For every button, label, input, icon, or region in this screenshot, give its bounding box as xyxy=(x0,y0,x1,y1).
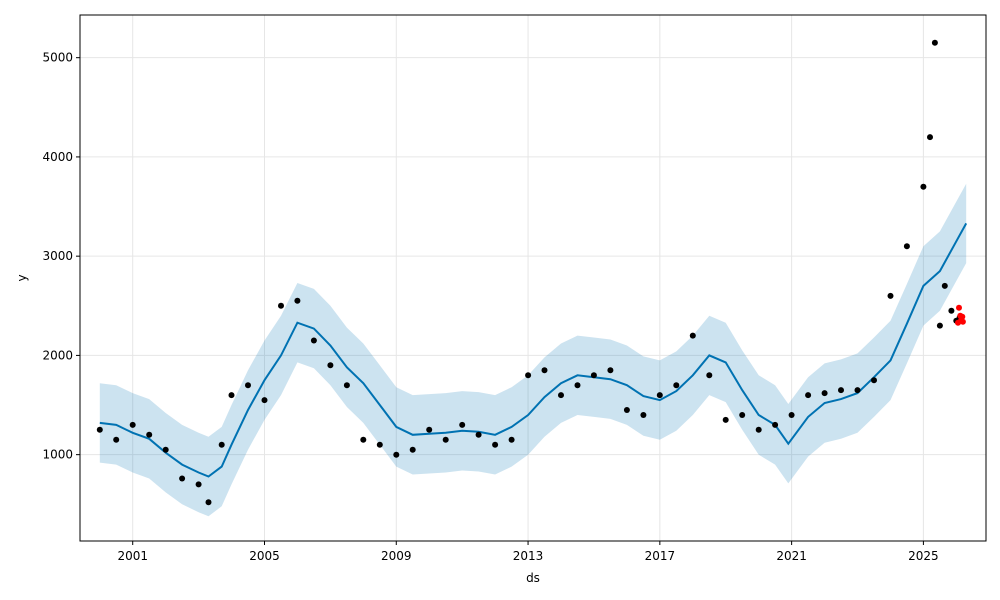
observed-point xyxy=(607,367,614,374)
observed-point xyxy=(310,337,317,344)
observed-point xyxy=(459,421,466,428)
observed-point xyxy=(278,302,284,309)
highlighted-point xyxy=(959,318,966,325)
observed-point xyxy=(941,282,948,289)
x-axis-label: ds xyxy=(526,571,540,585)
observed-point xyxy=(640,412,647,418)
observed-point xyxy=(327,362,334,369)
y-tick-label: 2000 xyxy=(42,348,73,362)
observed-point xyxy=(245,382,251,389)
observed-point xyxy=(739,412,746,418)
observed-point xyxy=(195,481,202,488)
observed-point xyxy=(788,412,795,418)
observed-point xyxy=(162,446,169,453)
observed-point xyxy=(409,446,416,453)
x-tick-label: 2009 xyxy=(381,549,412,563)
observed-point xyxy=(113,436,120,443)
uncertainty-band xyxy=(99,183,967,517)
observed-point xyxy=(294,297,301,304)
x-tick-label: 2025 xyxy=(908,549,939,563)
y-axis-label: y xyxy=(15,274,29,281)
observed-point xyxy=(492,441,499,448)
y-tick-label: 4000 xyxy=(42,150,73,164)
observed-point xyxy=(343,382,350,389)
observed-point xyxy=(927,134,933,141)
observed-point xyxy=(442,436,449,443)
observed-points-group xyxy=(96,39,963,506)
observed-point xyxy=(623,407,630,413)
observed-point xyxy=(426,426,433,433)
y-tick-label: 5000 xyxy=(42,51,73,65)
observed-point xyxy=(689,332,696,339)
observed-point xyxy=(673,382,680,389)
forecast-line xyxy=(99,222,968,478)
uncertainty-interval-area xyxy=(99,183,967,517)
x-tick-label: 2017 xyxy=(645,549,676,563)
observed-point xyxy=(228,392,235,399)
observed-point xyxy=(805,392,812,399)
y-tick-label: 3000 xyxy=(42,249,73,263)
observed-point xyxy=(574,382,581,389)
observed-point xyxy=(920,183,927,190)
observed-point xyxy=(475,431,482,438)
x-axis-ticks: 2001 2005 2009 2013 2017 2021 2025 xyxy=(117,541,939,563)
observed-point xyxy=(558,392,564,399)
observed-point xyxy=(854,387,861,394)
observed-point xyxy=(706,372,713,379)
observed-point xyxy=(948,307,955,314)
y-tick-label: 1000 xyxy=(42,448,73,462)
observed-point xyxy=(936,322,943,329)
highlighted-point xyxy=(959,313,966,320)
observed-point xyxy=(393,451,400,458)
y-axis-ticks: 1000 2000 3000 4000 5000 xyxy=(42,51,80,462)
observed-point xyxy=(218,441,225,448)
observed-point xyxy=(887,292,894,299)
x-tick-label: 2013 xyxy=(513,549,544,563)
observed-point xyxy=(541,367,548,374)
highlighted-points-group xyxy=(955,304,966,326)
observed-point xyxy=(772,421,779,428)
highlighted-point xyxy=(956,304,962,311)
observed-point xyxy=(96,426,103,433)
observed-point xyxy=(179,475,186,482)
observed-point xyxy=(821,390,828,397)
x-tick-label: 2001 xyxy=(117,549,148,563)
observed-point xyxy=(129,421,136,428)
observed-point xyxy=(525,372,532,379)
observed-point xyxy=(755,426,762,433)
grid xyxy=(80,15,986,541)
forecast-line-group xyxy=(99,222,968,478)
observed-point xyxy=(903,243,910,250)
x-tick-label: 2005 xyxy=(249,549,280,563)
observed-point xyxy=(508,436,515,443)
observed-point xyxy=(590,372,597,379)
observed-point xyxy=(146,431,153,438)
observed-point xyxy=(205,499,212,506)
observed-point xyxy=(722,416,729,423)
observed-point xyxy=(360,436,367,443)
plot-frame xyxy=(79,14,987,542)
observed-point xyxy=(376,441,383,448)
observed-point xyxy=(871,377,877,384)
x-tick-label: 2021 xyxy=(776,549,807,563)
observed-point xyxy=(931,39,938,46)
observed-point xyxy=(656,392,663,399)
observed-point xyxy=(261,397,268,404)
observed-point xyxy=(838,387,844,394)
